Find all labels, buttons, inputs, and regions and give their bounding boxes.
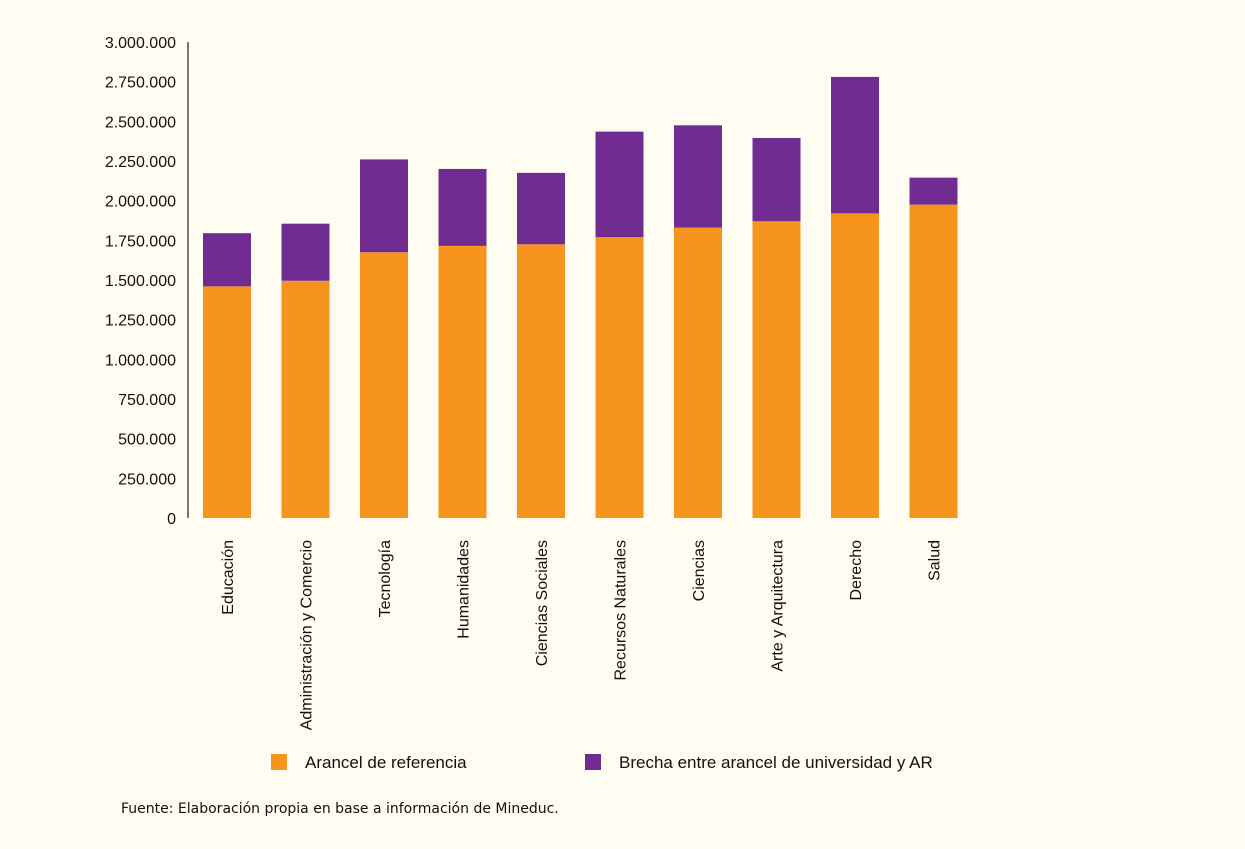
- legend-label-brecha: Brecha entre arancel de universidad y AR: [619, 753, 933, 772]
- x-category-label: Arte y Arquitectura: [770, 540, 787, 672]
- y-tick-label: 2.750.000: [105, 75, 176, 92]
- y-tick-label: 250.000: [118, 471, 176, 488]
- y-tick-label: 1.500.000: [105, 273, 176, 290]
- y-tick-label: 1.000.000: [105, 352, 176, 369]
- x-category-label: Humanidades: [456, 540, 473, 639]
- bar-segment-brecha: [831, 76, 879, 214]
- bar-segment-arancel: [752, 221, 801, 518]
- x-category-label: Salud: [927, 540, 944, 581]
- bar-segment-brecha: [752, 137, 801, 222]
- bar-segment-brecha: [281, 223, 330, 281]
- bar-segment-brecha: [438, 168, 487, 246]
- bar-segment-arancel: [438, 245, 487, 519]
- bar-segment-arancel: [595, 237, 644, 518]
- legend-swatch-brecha: [585, 754, 601, 770]
- y-tick-label: 1.750.000: [105, 233, 176, 250]
- bar-segment-arancel: [517, 244, 565, 519]
- bar-segment-arancel: [360, 252, 408, 518]
- bar-segment-arancel: [909, 204, 958, 518]
- y-tick-label: 2.250.000: [105, 154, 176, 171]
- legend-label-arancel: Arancel de referencia: [305, 753, 467, 772]
- x-category-label: Recursos Naturales: [613, 540, 630, 681]
- y-tick-label: 2.000.000: [105, 194, 176, 211]
- bar-segment-brecha: [595, 131, 644, 238]
- y-axis: 0 250.000 500.000 750.000 1.000.000 1.250.000…: [105, 35, 189, 528]
- x-category-label: Administración y Comercio: [299, 540, 316, 730]
- bar-segment-arancel: [831, 213, 879, 519]
- x-category-label: Derecho: [848, 540, 865, 601]
- x-category-label: Educación: [220, 540, 237, 615]
- y-tick-label: 1.250.000: [105, 313, 176, 330]
- bar-segment-brecha: [909, 177, 958, 205]
- y-tick-label: 3.000.000: [105, 35, 176, 52]
- y-tick-label: 750.000: [118, 392, 176, 409]
- y-tick-label: 0: [167, 511, 176, 528]
- bar-segment-brecha: [674, 125, 722, 228]
- y-tick-label: 500.000: [118, 432, 176, 449]
- x-category-label: Tecnología: [377, 540, 394, 617]
- source-note: Fuente: Elaboración propia en base a inf…: [121, 801, 559, 817]
- bar-segment-arancel: [674, 227, 722, 518]
- bar-segment-brecha: [203, 233, 251, 287]
- bar-segment-arancel: [281, 280, 330, 518]
- x-category-label: Ciencias: [691, 540, 708, 601]
- bar-segment-arancel: [203, 286, 251, 518]
- legend-swatch-arancel: [271, 754, 287, 770]
- x-axis-labels: Educación Administración y Comercio Tecnol…: [220, 540, 944, 730]
- bar-segment-brecha: [360, 159, 408, 253]
- bars: [203, 76, 958, 519]
- x-category-label: Ciencias Sociales: [534, 540, 551, 666]
- y-tick-label: 2.500.000: [105, 114, 176, 131]
- legend: Arancel de referencia Brecha entre aranc…: [271, 753, 933, 772]
- bar-segment-brecha: [517, 172, 565, 245]
